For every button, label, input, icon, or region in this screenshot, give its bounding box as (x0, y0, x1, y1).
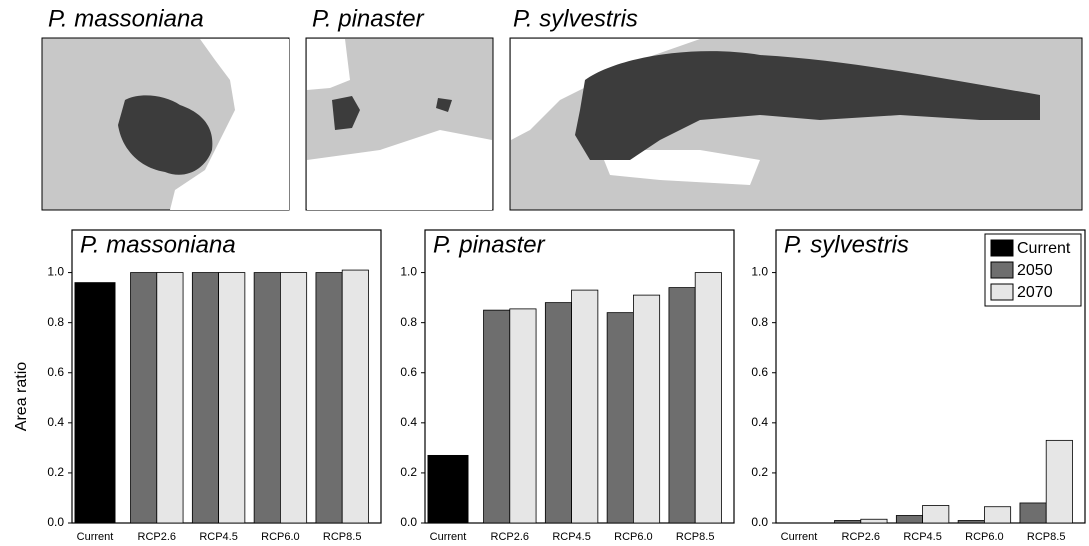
y-tick-label: 0.2 (47, 465, 64, 479)
bar (922, 505, 950, 524)
legend-swatch (990, 283, 1014, 301)
bar (984, 506, 1012, 524)
y-tick-label: 0.6 (751, 365, 768, 379)
x-tick-label: RCP8.5 (323, 531, 362, 543)
bar (895, 515, 924, 524)
bar (571, 289, 599, 524)
y-tick-label: 0.4 (751, 415, 768, 429)
y-tick-label: 0.2 (400, 465, 417, 479)
range (332, 96, 452, 130)
legend-label: Current (1017, 240, 1071, 257)
bar (957, 520, 985, 524)
range (118, 95, 213, 175)
x-tick-label: Current (77, 531, 114, 543)
x-tick-label: RCP8.5 (1027, 531, 1066, 543)
range (575, 51, 1040, 160)
x-tick-label: RCP6.0 (261, 531, 300, 543)
bar (218, 272, 246, 524)
bar (427, 454, 469, 524)
y-tick-label: 1.0 (47, 265, 64, 279)
bar (156, 272, 184, 524)
x-tick-label: RCP2.6 (842, 531, 881, 543)
bar (1045, 439, 1073, 524)
bar (74, 282, 116, 524)
bar (191, 272, 220, 524)
bar (509, 308, 537, 524)
bar (694, 272, 722, 524)
legend-label: 2070 (1017, 284, 1053, 301)
y-tick-label: 0.6 (47, 365, 64, 379)
x-tick-label: RCP8.5 (676, 531, 715, 543)
sea (170, 39, 289, 210)
x-tick-label: RCP4.5 (199, 531, 238, 543)
x-tick-label: RCP2.6 (491, 531, 530, 543)
y-axis-label: Area ratio (13, 362, 30, 431)
y-tick-label: 0.6 (400, 365, 417, 379)
sea (511, 39, 760, 185)
bar (860, 518, 888, 524)
y-tick-label: 1.0 (751, 265, 768, 279)
y-tick-label: 0.4 (400, 415, 417, 429)
x-tick-label: Current (781, 531, 818, 543)
y-tick-label: 0.8 (47, 315, 64, 329)
x-tick-label: RCP6.0 (614, 531, 653, 543)
y-tick-label: 0.0 (47, 515, 64, 529)
x-tick-label: RCP2.6 (138, 531, 177, 543)
legend-swatch (990, 239, 1014, 257)
bar (130, 272, 158, 524)
bar (1019, 502, 1047, 524)
bar (483, 309, 511, 524)
legend-swatch (990, 261, 1014, 279)
y-tick-label: 0.0 (400, 515, 417, 529)
map-title: P. pinaster (312, 5, 425, 32)
bar (834, 520, 862, 524)
bar (341, 269, 369, 524)
sea (307, 39, 492, 210)
bar (668, 287, 696, 524)
bar (315, 272, 343, 524)
x-tick-label: RCP4.5 (903, 531, 942, 543)
y-tick-label: 0.8 (400, 315, 417, 329)
bar (544, 302, 573, 524)
chart-title: P. massoniana (80, 231, 236, 258)
y-tick-label: 0.2 (751, 465, 768, 479)
chart-title: P. pinaster (433, 231, 546, 258)
map-title: P. massoniana (48, 5, 204, 32)
y-tick-label: 1.0 (400, 265, 417, 279)
x-tick-label: RCP6.0 (965, 531, 1004, 543)
y-tick-label: 0.8 (751, 315, 768, 329)
maps (41, 37, 1083, 211)
bar (279, 272, 308, 524)
chart-title: P. sylvestris (784, 231, 909, 258)
legend-label: 2050 (1017, 262, 1053, 279)
y-tick-label: 0.0 (751, 515, 768, 529)
x-tick-label: RCP4.5 (552, 531, 591, 543)
bar (633, 294, 661, 524)
map-title: P. sylvestris (513, 5, 638, 32)
x-tick-label: Current (430, 531, 467, 543)
y-tick-label: 0.4 (47, 415, 64, 429)
bar (606, 312, 634, 524)
bar (253, 272, 281, 524)
